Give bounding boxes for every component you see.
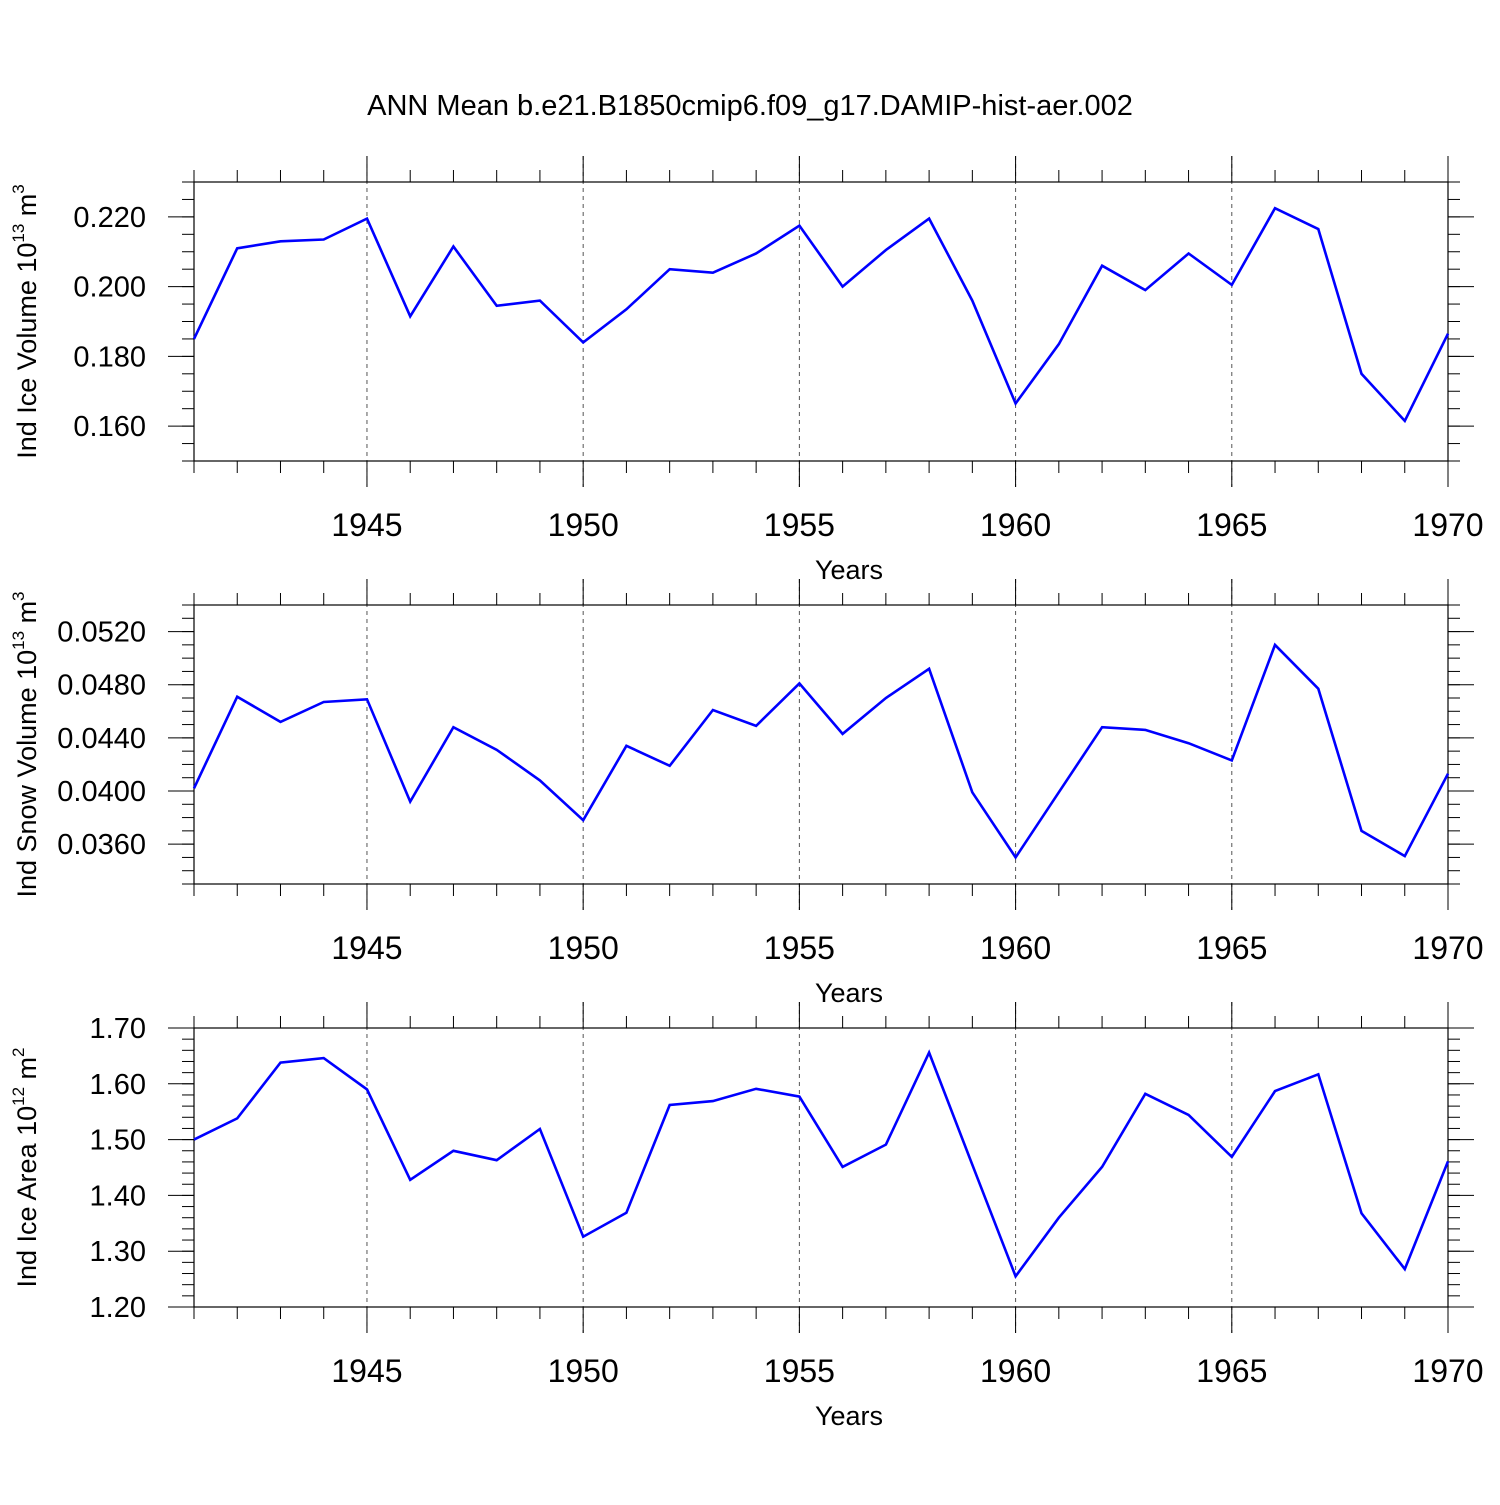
x-tick-label: 1960 bbox=[980, 930, 1051, 966]
plot-frame bbox=[194, 1028, 1448, 1307]
series-line bbox=[194, 208, 1448, 421]
y-tick-label: 1.70 bbox=[90, 1013, 146, 1045]
y-axis-label-exponent: 13 bbox=[9, 224, 28, 243]
panel-1: 0.160 0.180 0.200 0.220 1945 1950 1955 1960 1965… bbox=[9, 156, 1484, 585]
y-axis-label: Ind Snow Volume 1013 m3 bbox=[9, 591, 42, 897]
x-tick-label: 1955 bbox=[764, 930, 835, 966]
x-tick-label: 1950 bbox=[548, 1353, 619, 1389]
x-tick-label: 1955 bbox=[764, 507, 835, 543]
y-axis-label-part: Ind Ice Area 10 bbox=[12, 1106, 42, 1288]
y-axis-label-part: Ind Snow Volume 10 bbox=[12, 650, 42, 898]
y-tick-label: 0.0360 bbox=[57, 829, 146, 861]
y-tick-label: 1.40 bbox=[90, 1180, 146, 1212]
panel-3: 1.20 1.30 1.40 1.50 1.60 1.70 1945 1950 1955 1960… bbox=[9, 1002, 1484, 1431]
x-tick-label: 1965 bbox=[1196, 1353, 1267, 1389]
x-tick-label: 1965 bbox=[1196, 930, 1267, 966]
series-line bbox=[194, 1053, 1448, 1277]
x-tick-label: 1970 bbox=[1412, 507, 1483, 543]
x-tick-label: 1945 bbox=[331, 507, 402, 543]
y-tick-label: 0.160 bbox=[73, 411, 146, 443]
plot-frame bbox=[194, 182, 1448, 461]
x-tick-label: 1960 bbox=[980, 1353, 1051, 1389]
y-tick-label: 1.20 bbox=[90, 1292, 146, 1324]
y-tick-label: 0.200 bbox=[73, 272, 146, 304]
x-tick-label: 1950 bbox=[548, 507, 619, 543]
y-tick-label: 1.50 bbox=[90, 1125, 146, 1157]
x-tick-label: 1970 bbox=[1412, 930, 1483, 966]
y-axis-label: Ind Ice Area 1012 m2 bbox=[9, 1047, 42, 1287]
y-axis-label: Ind Ice Volume 1013 m3 bbox=[9, 184, 42, 459]
y-axis-label-exponent: 3 bbox=[9, 184, 28, 193]
y-axis-label-part: m bbox=[12, 194, 42, 224]
y-tick-label: 0.0400 bbox=[57, 776, 146, 808]
x-axis-label: Years bbox=[815, 555, 883, 585]
y-tick-label: 0.180 bbox=[73, 341, 146, 373]
figure-title: ANN Mean b.e21.B1850cmip6.f09_g17.DAMIP-… bbox=[0, 90, 1500, 123]
panel-2: 0.0360 0.0400 0.0440 0.0480 0.0520 1945 1950 19… bbox=[9, 579, 1484, 1008]
y-tick-label: 1.30 bbox=[90, 1236, 146, 1268]
y-tick-label: 0.220 bbox=[73, 202, 146, 234]
y-tick-label: 1.60 bbox=[90, 1069, 146, 1101]
x-tick-label: 1945 bbox=[331, 1353, 402, 1389]
y-axis-label-exponent: 12 bbox=[9, 1087, 28, 1106]
y-axis-label-part: Ind Ice Volume 10 bbox=[12, 243, 42, 459]
x-tick-label: 1945 bbox=[331, 930, 402, 966]
plot-frame bbox=[194, 605, 1448, 884]
y-tick-label: 0.0520 bbox=[57, 617, 146, 649]
x-tick-label: 1965 bbox=[1196, 507, 1267, 543]
y-axis-label-exponent: 3 bbox=[9, 591, 28, 600]
y-axis-label-exponent: 2 bbox=[9, 1047, 28, 1056]
series-line bbox=[194, 645, 1448, 858]
x-axis-label: Years bbox=[815, 978, 883, 1008]
y-tick-label: 0.0480 bbox=[57, 670, 146, 702]
y-axis-label-part: m bbox=[12, 1057, 42, 1087]
y-axis-label-part: m bbox=[12, 601, 42, 631]
x-tick-label: 1960 bbox=[980, 507, 1051, 543]
x-tick-label: 1970 bbox=[1412, 1353, 1483, 1389]
y-axis-label-exponent: 13 bbox=[9, 631, 28, 650]
x-axis-label: Years bbox=[815, 1401, 883, 1431]
x-tick-label: 1955 bbox=[764, 1353, 835, 1389]
y-tick-label: 0.0440 bbox=[57, 723, 146, 755]
x-tick-label: 1950 bbox=[548, 930, 619, 966]
